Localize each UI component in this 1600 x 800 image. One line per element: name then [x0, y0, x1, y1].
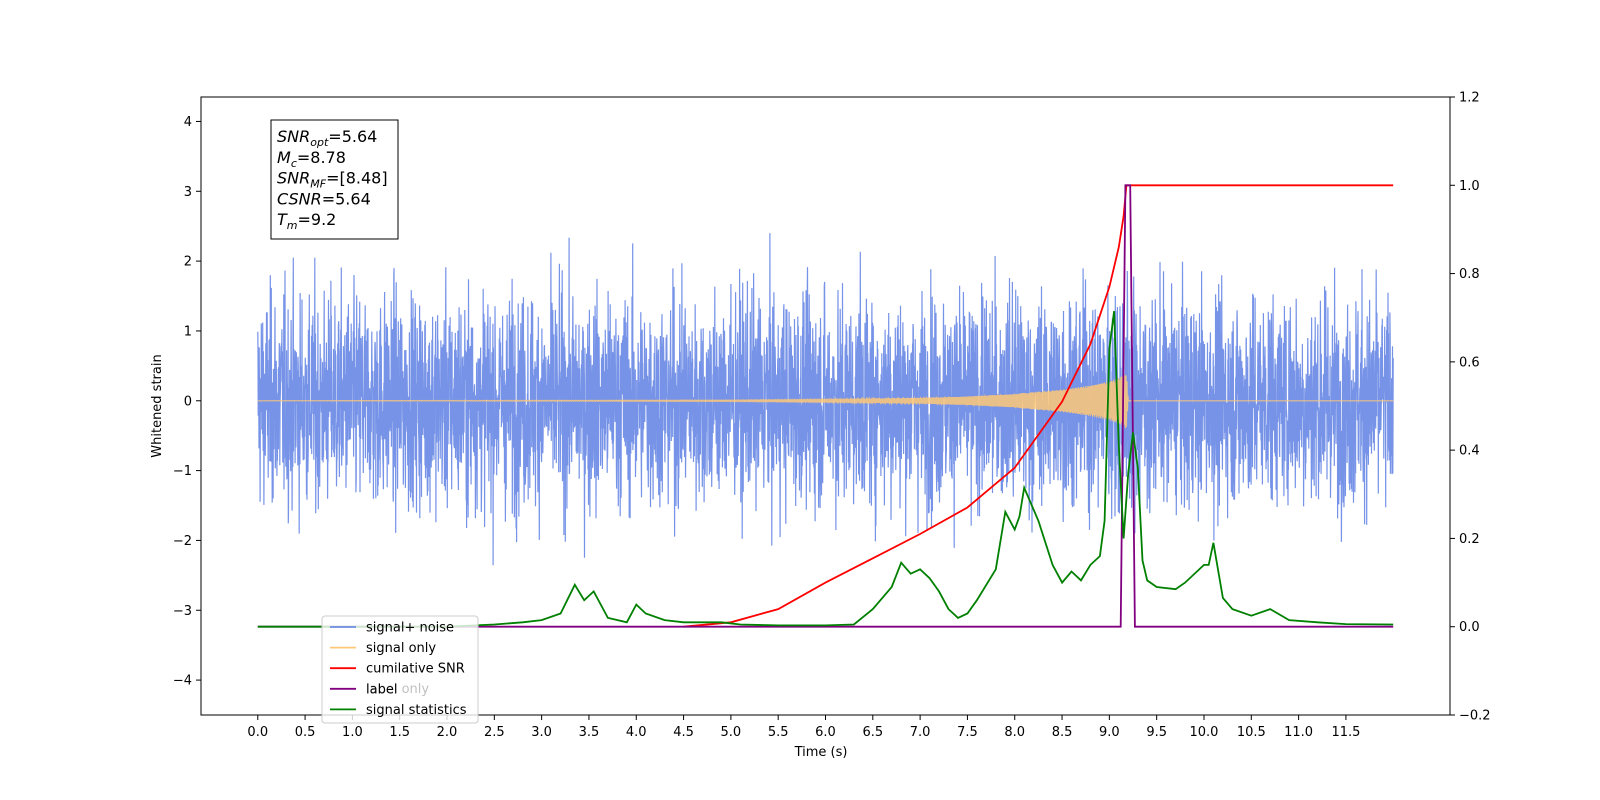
y2-tick-label: 1.0 — [1459, 179, 1480, 194]
info-box-frame — [270, 119, 399, 240]
x-tick-label: 2.0 — [437, 725, 458, 740]
y-tick-label: 0 — [184, 394, 192, 409]
y-tick-label: 1 — [184, 324, 192, 339]
series-signal-noise — [257, 233, 1394, 566]
legend-label: label — [366, 682, 397, 697]
y2-tick-label: 0.8 — [1459, 267, 1480, 282]
x-tick-label: 9.0 — [1099, 725, 1120, 740]
y2-tick-label: 0.6 — [1459, 355, 1480, 370]
series-label — [257, 184, 1394, 628]
series-signal-statistics — [257, 310, 1394, 628]
legend-label: signal+ noise — [366, 621, 454, 636]
y-tick-label: 2 — [184, 255, 192, 270]
x-tick-label: 0.0 — [247, 725, 268, 740]
series-signal-only — [257, 374, 1394, 429]
x-tick-label: 4.5 — [673, 725, 694, 740]
y-axis-label: Whitened strain — [150, 354, 165, 457]
x-tick-label: 6.5 — [862, 725, 883, 740]
x-tick-label: 7.0 — [910, 725, 931, 740]
legend-label: signal statistics — [366, 703, 467, 718]
legend-frame — [321, 615, 479, 724]
legend-hidden-label: label only — [366, 682, 429, 697]
info-line: Tm=9.2 — [277, 210, 336, 232]
x-tick-label: 11.5 — [1331, 725, 1360, 740]
info-line: CSNR=5.64 — [277, 189, 371, 208]
x-tick-label: 6.0 — [815, 725, 836, 740]
x-tick-label: 8.0 — [1004, 725, 1025, 740]
x-tick-label: 5.5 — [768, 725, 789, 740]
x-tick-label: 1.5 — [389, 725, 410, 740]
x-axis-ticks: 0.0 0.5 1.0 1.5 2.0 2.5 3.0 3.5 4.0 4.5 5.0 5.5 6.0 6… — [247, 715, 1360, 740]
x-tick-label: 0.5 — [295, 725, 316, 740]
legend-label: cumilative SNR — [366, 662, 465, 677]
legend-label: signal only — [366, 641, 436, 656]
x-tick-label: 10.0 — [1190, 725, 1219, 740]
y-axis-ticks: 4 3 2 1 0 −1 −2 −3 −4 — [173, 115, 201, 689]
info-line: SNRopt=5.64 — [277, 127, 377, 149]
x-tick-label: 10.5 — [1237, 725, 1266, 740]
info-line: SNRMF=[8.48] — [277, 169, 388, 191]
y2-tick-label: −0.2 — [1459, 709, 1491, 724]
x-tick-label: 5.0 — [721, 725, 742, 740]
y2-tick-label: 0.0 — [1459, 620, 1480, 635]
y-tick-label: −3 — [173, 604, 192, 619]
x-tick-label: 2.5 — [484, 725, 505, 740]
y-tick-label: 4 — [184, 115, 192, 130]
x-tick-label: 3.0 — [531, 725, 552, 740]
y2-tick-label: 0.2 — [1459, 532, 1480, 547]
x-tick-label: 8.5 — [1052, 725, 1073, 740]
x-tick-label: 11.0 — [1284, 725, 1313, 740]
series-layer — [257, 184, 1394, 628]
y2-tick-label: 0.4 — [1459, 444, 1480, 459]
info-line: Mc=8.78 — [277, 148, 346, 170]
x-tick-label: 1.0 — [342, 725, 363, 740]
x-tick-label: 7.5 — [957, 725, 978, 740]
y2-axis-ticks: 1.2 1.0 0.8 0.6 0.4 0.2 0.0 −0.2 — [1450, 91, 1491, 724]
y2-tick-label: 1.2 — [1459, 91, 1480, 106]
y-tick-label: 3 — [184, 185, 192, 200]
x-tick-label: 9.5 — [1146, 725, 1167, 740]
x-axis-label: Time (s) — [794, 745, 848, 760]
x-tick-label: 4.0 — [626, 725, 647, 740]
y-tick-label: −1 — [173, 464, 192, 479]
plot-area — [257, 184, 1394, 628]
legend: label only signal+ noise signal only cumila… — [321, 615, 479, 724]
x-tick-label: 3.5 — [579, 725, 600, 740]
y-tick-label: −4 — [173, 674, 192, 689]
y-tick-label: −2 — [173, 534, 192, 549]
